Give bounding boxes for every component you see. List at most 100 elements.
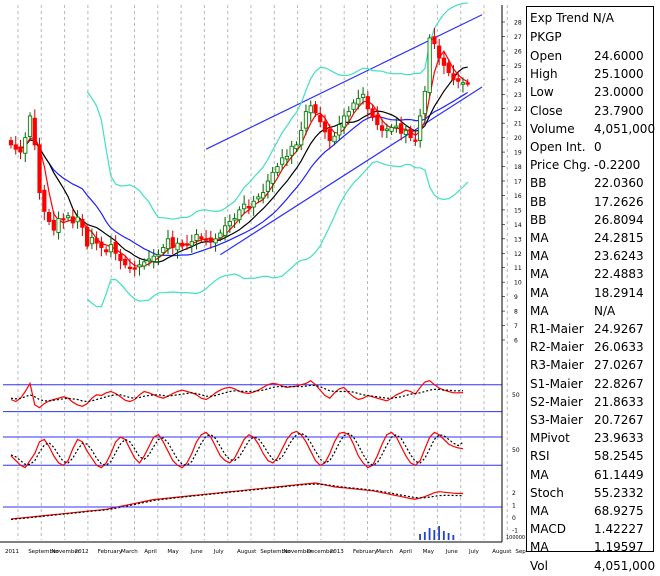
volume-bar [419,534,421,540]
price-y-tick-label: 8 [514,309,518,316]
info-row: MA 68.9275 [530,502,651,521]
info-row: MA 18.2914 [530,284,651,303]
candle-body [299,129,304,146]
info-row: Open 24.6000 [530,47,651,66]
candle-body [394,125,399,129]
candle-body [123,258,128,266]
candle-body [8,140,14,146]
info-label: MACD [530,522,566,537]
rsi-series-line [10,384,464,403]
info-value: 25.1000 [594,67,644,82]
candle-body [356,98,361,105]
volume-bar [423,532,426,540]
info-label: BB [530,212,547,227]
info-row: Volume 4,051,000 [530,120,655,139]
x-tick-label: June [445,549,459,555]
candle-body [132,267,137,270]
info-label: BB [530,194,547,209]
candle-body [251,200,256,208]
x-tick-label: August [237,549,257,555]
candle-body [137,264,142,268]
info-label: Volume [530,121,575,136]
info-row: S1-Maier 22.8267 [530,375,651,394]
candle-body [146,258,152,262]
info-label: S1-Maier [530,376,583,391]
info-title: Exp Trend N/A [530,11,614,25]
info-value: 58.2545 [594,449,644,464]
info-row: MA 23.6243 [530,247,651,266]
macd-y-tick-label: 2 [512,490,516,497]
candle-body [384,128,389,131]
info-label: R3-Maier [530,358,584,373]
info-row: MA 22.4883 [530,265,651,284]
volume-bar [428,528,431,540]
info-label: S3-Maier [530,413,583,427]
candle-body [280,157,285,165]
info-value: 4,051,000 [594,558,656,573]
info-symbol-row: PKGP [530,28,651,47]
info-label: BB [530,176,547,191]
x-tick-label: March [121,549,138,555]
candle-body [289,145,294,156]
candle-body [65,215,71,219]
volume-bar [447,533,450,540]
volume-y-tick-label: 100000 [506,535,525,541]
info-value: 1.19597 [594,540,644,555]
info-value: 17.2626 [594,194,644,209]
info-label: MA [530,249,549,264]
info-row: Close 23.7900 [530,102,651,121]
info-value: 55.2332 [594,485,644,500]
info-value: 23.6243 [594,249,644,264]
candle-body [89,236,94,245]
info-value: 68.9275 [594,504,644,518]
price-y-tick-label: 16 [514,193,522,200]
candle-body [46,212,52,222]
info-row: High 25.1000 [530,65,651,84]
price-y-tick-label: 23 [514,92,522,99]
volume-panel [419,526,455,540]
candle-body [265,180,271,192]
candle-body [85,226,90,247]
candle-body [360,93,366,98]
info-value: 22.0360 [594,176,644,191]
bollinger-lower-line [86,160,469,308]
price-y-tick-label: 17 [514,179,522,186]
info-row: Vol 4,051,000 [530,557,655,576]
info-label: MPivot [530,431,570,446]
candle-body [165,238,171,250]
candle-body [118,253,123,261]
info-row: R2-Maier 26.0633 [530,338,651,357]
info-title-row: Exp Trend N/A [530,9,651,28]
candle-body [451,73,456,81]
price-y-tick-label: 15 [514,207,522,214]
stoch-series-line [10,430,464,469]
x-tick-label: May [423,549,435,555]
info-label: MA [530,231,549,245]
candle-body [313,104,318,114]
price-y-tick-label: 19 [514,150,522,157]
info-value: 0 [594,140,602,154]
candle-body [37,144,42,194]
info-row: RSI 58.2545 [530,447,651,466]
x-tick-label: September [260,549,291,555]
volume-bar [438,526,440,540]
info-value: 23.9633 [594,431,644,446]
info-label: Vol [530,558,548,573]
x-tick-label: 2013 [330,549,344,555]
info-value: 24.2815 [594,231,644,245]
candle-body [460,82,466,85]
volume-bar [452,535,455,540]
candle-body [232,218,237,221]
candle-body [379,125,385,131]
info-row: MA 24.2815 [530,229,651,248]
candle-body [80,218,85,228]
candle-body [203,238,209,241]
candle-body [222,225,228,236]
info-row: BB 26.8094 [530,211,651,230]
info-value: 26.0633 [594,340,644,355]
info-label: High [530,67,558,82]
candle-body [303,111,309,129]
price-y-tick-label: 25 [514,63,522,70]
candle-body [341,115,347,128]
info-value: 20.7267 [594,413,644,427]
